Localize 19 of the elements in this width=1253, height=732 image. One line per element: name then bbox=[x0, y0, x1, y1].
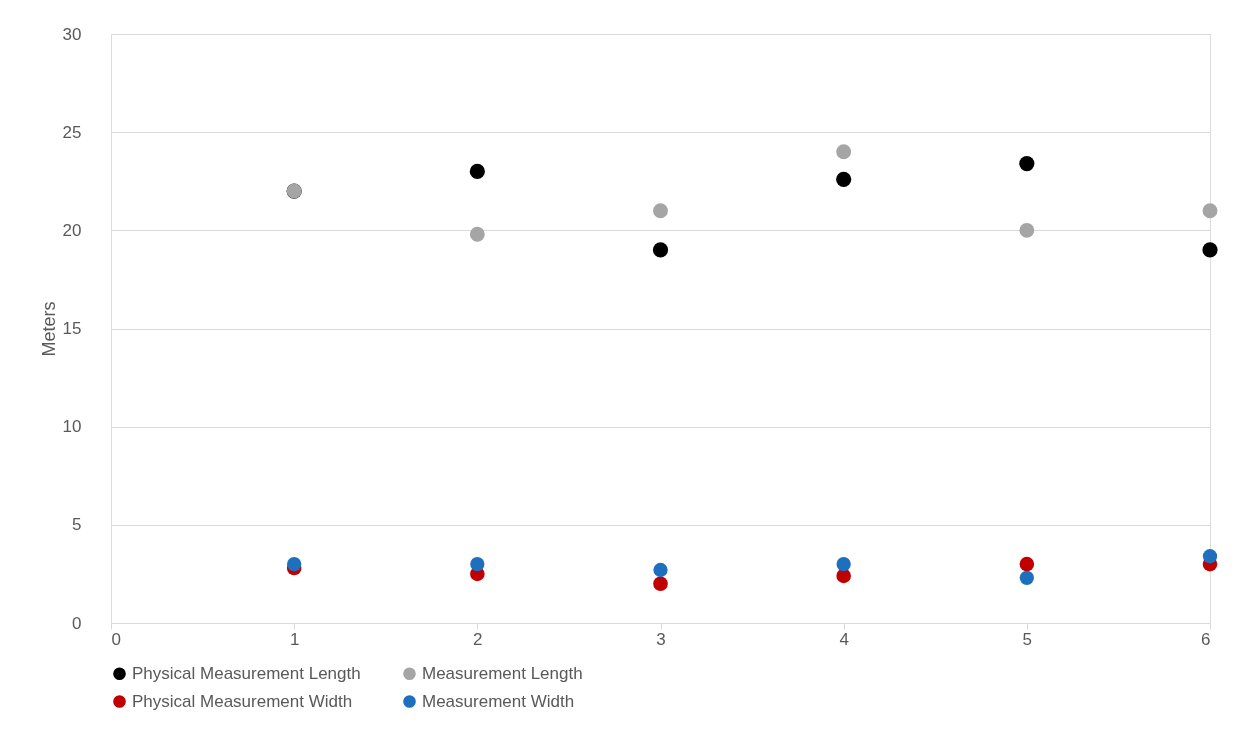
x-tick-label: 4 bbox=[839, 629, 849, 649]
y-tick-label: 10 bbox=[62, 417, 82, 437]
x-tick-label: 0 bbox=[111, 629, 121, 649]
y-tick-label: 5 bbox=[72, 515, 82, 535]
x-tick-label: 6 bbox=[1201, 629, 1211, 649]
x-tick-label: 3 bbox=[656, 629, 666, 649]
legend-label: Measurement Width bbox=[422, 691, 575, 711]
legend-label: Physical Measurement Width bbox=[132, 691, 353, 711]
y-tick-label: 15 bbox=[62, 319, 82, 338]
y-tick-label: 0 bbox=[72, 613, 82, 633]
y-tick-label: 30 bbox=[62, 24, 82, 44]
x-tick-label: 2 bbox=[473, 629, 483, 649]
x-tick-label: 5 bbox=[1022, 629, 1033, 649]
y-axis-title: Meters bbox=[38, 301, 59, 357]
y-tick-label: 25 bbox=[62, 122, 82, 142]
y-tick-label: 20 bbox=[62, 220, 82, 240]
legend-label: Measurement Length bbox=[422, 663, 583, 683]
legend-label: Physical Measurement Length bbox=[132, 663, 361, 683]
x-tick-label: 1 bbox=[289, 629, 300, 649]
